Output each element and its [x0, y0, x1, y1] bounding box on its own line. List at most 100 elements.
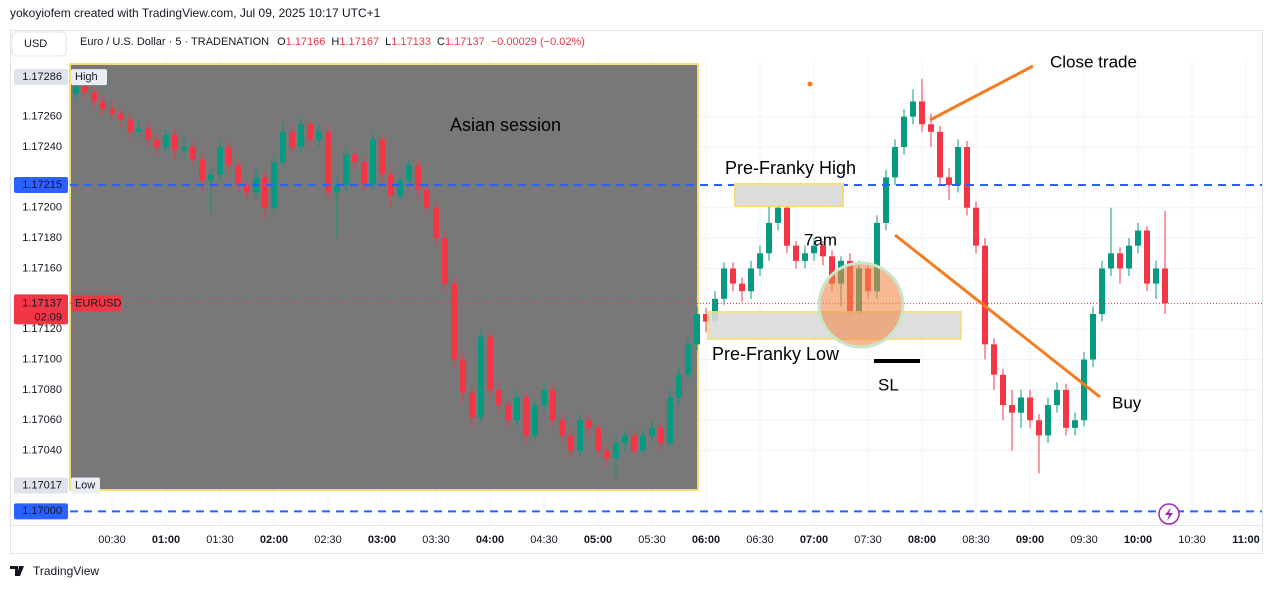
candle-body [964, 147, 970, 208]
candle-body [820, 245, 826, 257]
x-tick-label: 08:30 [962, 534, 990, 546]
y-tick-label: 1.17120 [22, 323, 62, 335]
candle-body [1063, 389, 1069, 428]
seven-label: 7am [804, 230, 837, 249]
legend-value: −0.00029 (−0.02%) [491, 36, 585, 48]
candle-body [298, 124, 304, 148]
y-tick-label: 1.17060 [22, 414, 62, 426]
x-tick-label: 06:30 [746, 534, 774, 546]
x-tick-label: 03:00 [368, 534, 396, 546]
legend-value: 1.17137 [445, 36, 485, 48]
currency[interactable]: USD [24, 38, 47, 50]
candle-body [1054, 389, 1060, 406]
x-tick-label: 00:30 [98, 534, 126, 546]
legend-value: 1.17133 [391, 36, 431, 48]
candle-body [1162, 268, 1168, 304]
candle-body [1144, 230, 1150, 284]
candle-body [793, 245, 799, 261]
pre-franky-high-box [734, 183, 844, 207]
candle-body [415, 165, 421, 190]
asian-session-box [69, 63, 699, 491]
candle-body [217, 147, 223, 175]
candle-body [586, 420, 592, 428]
countdown: 02:09 [34, 311, 62, 323]
currency-button[interactable] [11, 31, 67, 57]
candle-body [631, 435, 637, 451]
candle-body [244, 184, 250, 193]
candle-body [766, 222, 772, 254]
candle-body [442, 238, 448, 284]
buy-arrow [894, 233, 1101, 399]
candle-body [1117, 253, 1123, 269]
price-label-bg [14, 503, 68, 520]
candle-body [190, 147, 196, 160]
close-label: Close trade [1050, 52, 1137, 71]
buy-label: Buy [1112, 393, 1142, 412]
footer: TradingView [33, 564, 99, 578]
candle-body [154, 139, 160, 148]
candle-body [289, 131, 295, 148]
x-tick-label: 01:30 [206, 534, 234, 546]
x-tick-label: 09:30 [1070, 534, 1098, 546]
candle-body [901, 116, 907, 148]
candle-body [100, 101, 106, 110]
candle-body [424, 189, 430, 208]
close-arrow [929, 64, 1034, 122]
candle-body [514, 397, 520, 421]
candle-body [1153, 268, 1159, 284]
candle-body [1081, 359, 1087, 421]
asian-label: Asian session [450, 115, 561, 135]
y-tick-label: 1.17100 [22, 353, 62, 365]
price-label-bg [14, 477, 68, 494]
tag-bg [71, 69, 107, 86]
candle-body [1045, 405, 1051, 436]
tv-logo [10, 566, 24, 576]
candle-body [478, 336, 484, 418]
candle-body [658, 427, 664, 444]
candle-body [1135, 230, 1141, 246]
candle-body [802, 253, 808, 261]
candle-body [1018, 397, 1024, 413]
legend-value: 1.17166 [286, 36, 326, 48]
x-tick-label: 04:00 [476, 534, 504, 546]
candle-body [577, 420, 583, 451]
candle-body [433, 207, 439, 239]
x-tick-label: 02:00 [260, 534, 288, 546]
candle-body [370, 139, 376, 185]
candle-body [730, 268, 736, 284]
candle-body [685, 344, 691, 375]
legend-key: L [385, 36, 391, 48]
candle-body [721, 268, 727, 299]
candle-body [235, 165, 241, 185]
candle-body [208, 174, 214, 181]
candle-body [1099, 268, 1105, 314]
candle-body [469, 392, 475, 418]
candle-body [991, 344, 997, 375]
x-tick-label: 07:00 [800, 534, 828, 546]
candle-body [352, 154, 358, 163]
candle-body [91, 92, 97, 102]
candle-body [739, 283, 745, 292]
candle-body [928, 124, 934, 132]
candle-body [487, 336, 493, 390]
candle-body [325, 131, 331, 193]
candle-body [316, 131, 322, 140]
candle-body [892, 147, 898, 178]
candle-body [568, 435, 574, 451]
legend-key: H [331, 36, 339, 48]
candle-body [1027, 397, 1033, 421]
legend-key: O [277, 36, 286, 48]
candle-body [919, 101, 925, 125]
candle-body [649, 427, 655, 436]
candle-body [460, 359, 466, 393]
candle-body [262, 177, 268, 208]
x-tick-label: 06:00 [692, 534, 720, 546]
candle-body [145, 128, 151, 140]
candle-body [379, 139, 385, 175]
price-label-bg [14, 294, 68, 325]
tag: High [75, 71, 98, 83]
candle-body [532, 405, 538, 436]
tag-bg [71, 295, 121, 312]
candle-body [982, 245, 988, 345]
x-tick-label: 10:30 [1178, 534, 1206, 546]
